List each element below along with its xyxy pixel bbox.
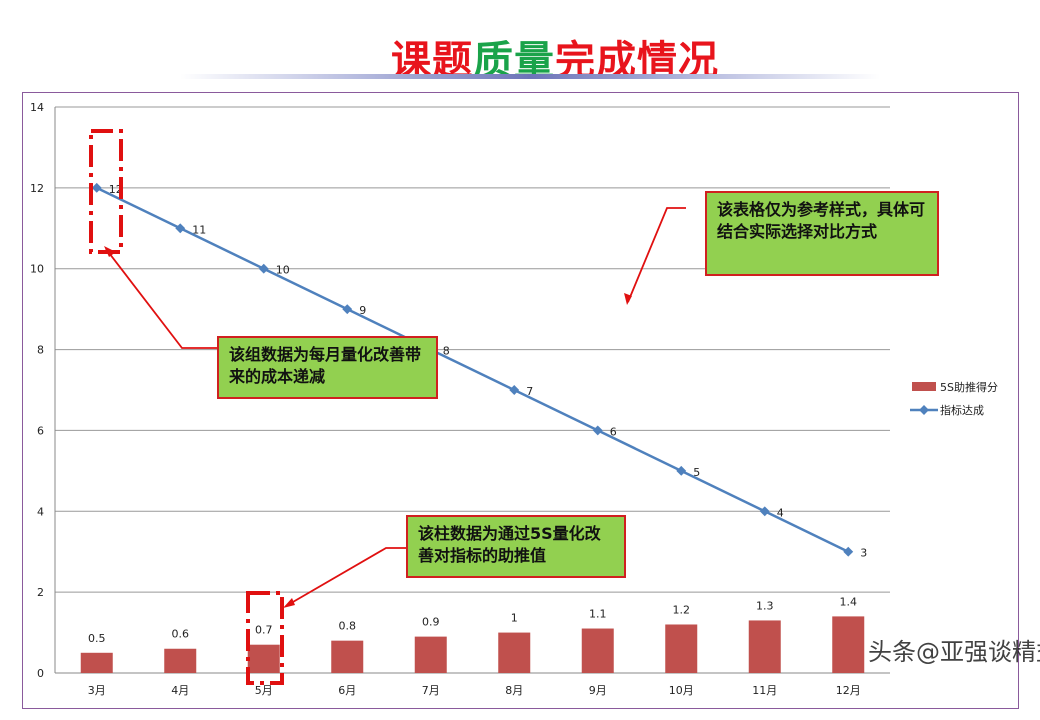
x-tick-label: 3月 — [88, 684, 106, 697]
line-data-label: 4 — [777, 506, 784, 519]
legend-label-line: 指标达成 — [940, 403, 984, 417]
bar — [414, 636, 447, 673]
legend-label-bar: 5S助推得分 — [940, 380, 998, 394]
arrow-style-note — [627, 207, 686, 303]
bar-data-label: 1.1 — [589, 608, 607, 621]
line-marker — [759, 506, 770, 517]
bar — [581, 628, 614, 673]
bar-data-label: 1 — [511, 612, 518, 625]
bar-data-label: 0.9 — [422, 616, 440, 629]
bar-data-label: 1.3 — [756, 599, 774, 612]
bar — [498, 632, 531, 673]
bar-data-label: 0.7 — [255, 624, 273, 637]
line-marker — [676, 465, 687, 476]
arrow-bar-note — [285, 547, 406, 607]
highlight-box-line — [89, 129, 123, 254]
x-tick-label: 8月 — [505, 684, 523, 697]
line-data-label: 11 — [192, 223, 206, 236]
legend-marker-line — [919, 405, 929, 415]
line-marker — [843, 546, 854, 557]
line-data-label: 5 — [693, 466, 700, 479]
line-marker — [258, 263, 269, 274]
x-tick-label: 6月 — [338, 684, 356, 697]
line-data-label: 10 — [276, 264, 290, 277]
bar — [331, 640, 364, 673]
series-line — [96, 186, 849, 553]
y-tick-label: 14 — [30, 101, 44, 114]
x-tick-label: 10月 — [669, 684, 694, 697]
arrow-head — [624, 293, 632, 305]
annotation-bar-note: 该柱数据为通过5S量化改善对指标的助推值 — [406, 515, 626, 578]
x-tick-label: 7月 — [422, 684, 440, 697]
y-tick-label: 6 — [37, 424, 44, 437]
annotation-style-note: 该表格仅为参考样式，具体可结合实际选择对比方式 — [705, 191, 939, 276]
bar — [665, 624, 698, 673]
bar — [164, 648, 197, 673]
y-tick-label: 0 — [37, 667, 44, 680]
line-marker — [175, 223, 186, 234]
bar-data-label: 0.6 — [172, 628, 190, 641]
line-data-label: 8 — [443, 345, 450, 358]
line-marker — [342, 304, 353, 315]
bar-data-label: 0.8 — [339, 620, 357, 633]
arrow-line-note — [105, 248, 217, 349]
x-tick-label: 12月 — [836, 684, 861, 697]
y-tick-label: 2 — [37, 586, 44, 599]
line-marker — [91, 182, 102, 193]
x-tick-label: 9月 — [589, 684, 607, 697]
line-data-label: 9 — [359, 304, 366, 317]
arrow-head — [104, 246, 116, 257]
y-tick-label: 12 — [30, 182, 44, 195]
bar — [832, 616, 865, 673]
y-tick-label: 10 — [30, 263, 44, 276]
y-tick-label: 8 — [37, 344, 44, 357]
y-tick-label: 4 — [37, 505, 44, 518]
watermark: 头条@亚强谈精益 — [868, 638, 1040, 666]
line-marker — [509, 385, 520, 395]
title-underline — [180, 74, 880, 79]
arrow-head — [283, 598, 295, 608]
line-data-label: 3 — [860, 547, 867, 560]
x-tick-label: 11月 — [752, 684, 777, 697]
bar-data-label: 1.4 — [840, 595, 858, 608]
line-data-label: 6 — [610, 425, 617, 438]
annotation-line-note: 该组数据为每月量化改善带来的成本递减 — [217, 336, 438, 399]
line-marker — [592, 425, 603, 436]
line-data-label: 7 — [526, 385, 533, 398]
bar-data-label: 1.2 — [673, 603, 691, 616]
bar — [247, 644, 280, 673]
chart-frame — [22, 92, 1019, 709]
highlight-box-bar — [246, 591, 284, 685]
legend-swatch-bar — [912, 382, 936, 391]
bar — [80, 652, 113, 673]
bar-data-label: 0.5 — [88, 632, 106, 645]
x-tick-label: 5月 — [255, 684, 273, 697]
bar — [748, 620, 781, 673]
x-tick-label: 4月 — [171, 684, 189, 697]
